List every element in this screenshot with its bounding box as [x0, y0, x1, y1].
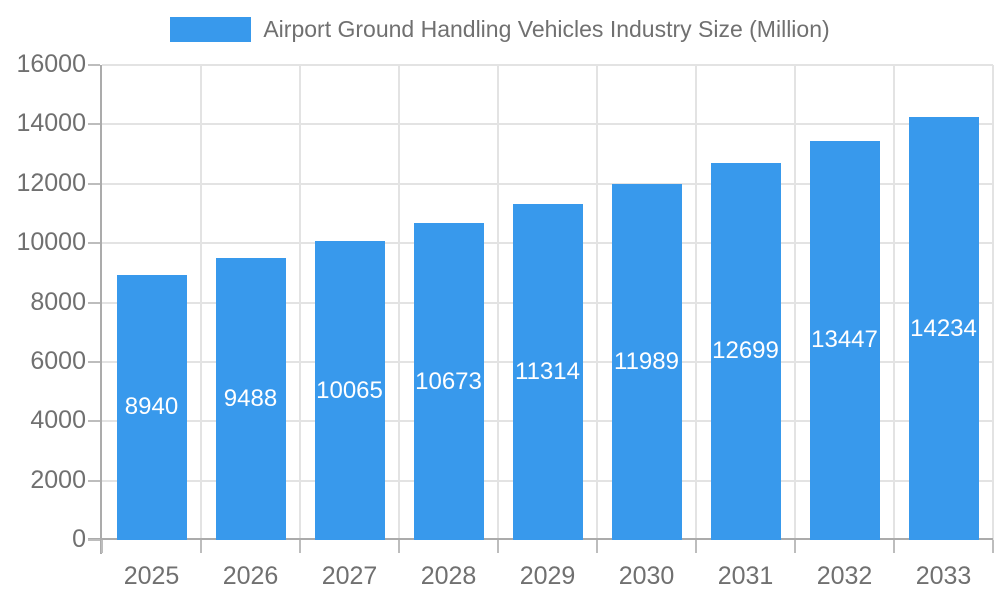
x-axis-tick-label: 2029: [519, 562, 576, 590]
y-axis-tick: [88, 420, 100, 423]
bar-2033: [908, 117, 979, 540]
x-axis-tick-label: 2033: [915, 562, 972, 590]
bar-2030: [611, 184, 682, 540]
bar-2025: [116, 274, 187, 540]
y-axis-tick-label: 8000: [30, 287, 86, 316]
bar-2032: [809, 140, 880, 540]
y-axis-tick: [88, 242, 100, 245]
x-axis-tick-label: 2025: [123, 562, 180, 590]
bar-2031: [710, 162, 781, 540]
y-axis-tick: [88, 182, 100, 185]
y-axis-tick: [88, 479, 100, 482]
legend-swatch-icon: [170, 17, 252, 42]
y-axis-tick-label: 6000: [30, 346, 86, 375]
y-axis-tick: [88, 360, 100, 363]
x-axis-tick: [398, 540, 400, 553]
bar-2029: [512, 204, 583, 540]
x-axis-tick: [299, 540, 301, 553]
bar-value-label: 8940: [124, 393, 179, 421]
bar-value-label: 13447: [811, 326, 878, 354]
y-axis-tick-label: 16000: [16, 50, 86, 78]
bar-value-label: 11989: [614, 348, 679, 376]
x-axis-tick-label: 2027: [321, 562, 378, 590]
bar-value-label: 10065: [316, 376, 383, 404]
y-axis-tick-label: 0: [72, 525, 86, 553]
y-axis-tick: [88, 539, 100, 541]
y-axis-tick: [88, 123, 100, 126]
legend-label: Airport Ground Handling Vehicles Industr…: [263, 16, 830, 42]
chart-legend: Airport Ground Handling Vehicles Industr…: [0, 16, 1000, 43]
bar-2026: [215, 258, 286, 540]
legend-item[interactable]: Airport Ground Handling Vehicles Industr…: [170, 16, 830, 43]
x-axis-tick-label: 2031: [717, 562, 774, 590]
x-axis-tick: [497, 540, 499, 553]
x-axis-tick: [893, 540, 895, 553]
bar-value-label: 12699: [712, 337, 779, 365]
y-axis-tick-label: 10000: [16, 228, 86, 257]
gridline-vertical: [992, 65, 994, 540]
gridline-horizontal: [102, 64, 993, 66]
gridline-horizontal: [102, 182, 993, 185]
y-axis-line: [100, 65, 102, 554]
y-axis-tick: [88, 301, 100, 304]
gridline-vertical: [596, 65, 598, 540]
y-axis-tick-label: 12000: [16, 168, 86, 197]
x-axis-tick: [596, 540, 598, 553]
gridline-vertical: [695, 65, 697, 540]
gridline-vertical: [497, 65, 499, 540]
y-axis-tick-label: 14000: [16, 109, 86, 138]
bar-2028: [413, 223, 484, 540]
gridline-vertical: [299, 65, 301, 540]
x-axis-tick-label: 2032: [816, 562, 873, 590]
x-axis-tick-label: 2028: [420, 562, 477, 590]
x-axis-tick: [794, 540, 796, 553]
x-axis-tick: [200, 540, 202, 553]
bar-value-label: 14234: [910, 314, 977, 342]
bar-value-label: 11314: [515, 358, 580, 386]
bar-value-label: 9488: [223, 385, 278, 413]
gridline-vertical: [398, 65, 400, 540]
x-axis-tick: [992, 540, 994, 553]
bar-value-label: 10673: [415, 367, 482, 395]
x-axis-tick-label: 2030: [618, 562, 675, 590]
x-axis-tick-label: 2026: [222, 562, 279, 590]
gridline-vertical: [794, 65, 796, 540]
gridline-horizontal: [102, 123, 993, 126]
gridline-vertical: [200, 65, 202, 540]
y-axis-tick-label: 2000: [30, 465, 86, 494]
y-axis-tick-label: 4000: [30, 406, 86, 435]
y-axis-tick: [88, 64, 100, 66]
x-axis-tick: [695, 540, 697, 553]
bar-2027: [314, 241, 385, 540]
x-axis-tick: [101, 540, 103, 553]
gridline-vertical: [893, 65, 895, 540]
